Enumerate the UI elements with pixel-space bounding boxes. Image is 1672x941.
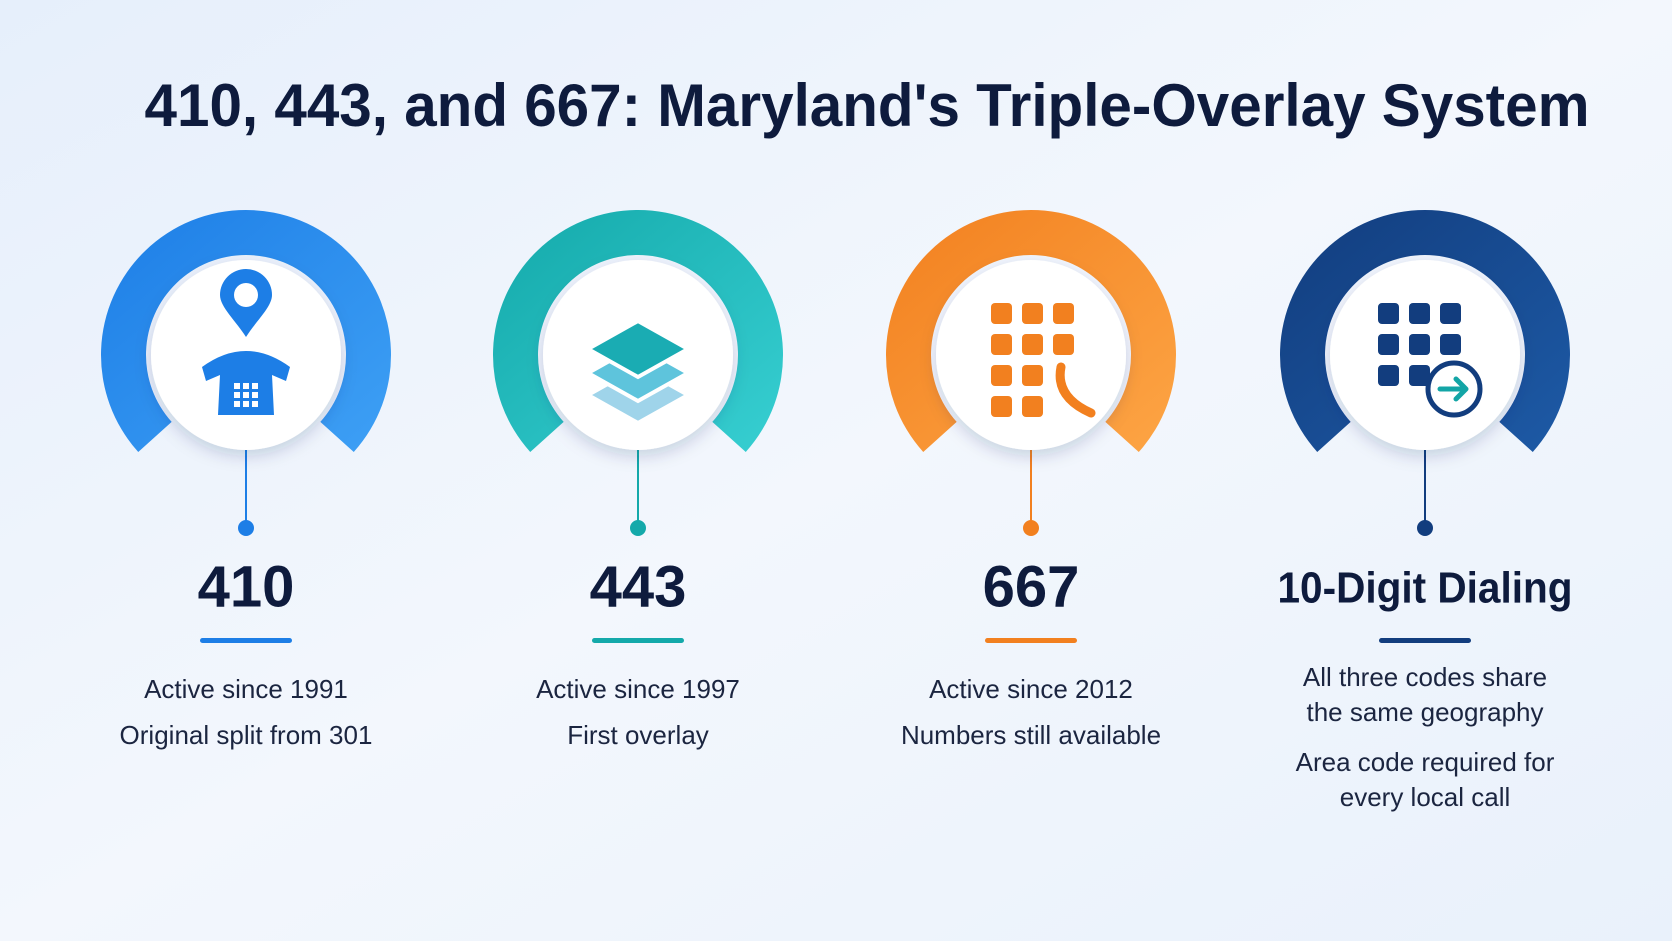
code-heading: 10-Digit Dialing <box>1278 564 1573 613</box>
keypad-key <box>991 365 1012 386</box>
phone-key <box>243 383 249 389</box>
keypad-key <box>991 396 1012 417</box>
code-heading: 667 <box>983 554 1080 619</box>
columns: 410 Active since 1991 Original split from … <box>101 209 1573 812</box>
code-heading: 443 <box>590 554 687 619</box>
phone-key <box>234 401 240 407</box>
underline <box>592 638 684 643</box>
keypad-key <box>1440 303 1461 324</box>
arrow-icon <box>1437 376 1469 402</box>
description: All three codes share <box>1303 662 1547 692</box>
column: 443 Active since 1997 First overlay <box>493 209 783 750</box>
description: every local call <box>1340 782 1511 812</box>
keypad-key <box>1053 334 1074 355</box>
keypad-key <box>1409 365 1430 386</box>
pin-hole <box>234 283 258 307</box>
ring-arc <box>493 209 783 453</box>
ring-arc <box>885 209 1176 453</box>
phone-key <box>252 383 258 389</box>
description: Active since 1991 <box>144 674 348 704</box>
underline <box>1379 638 1471 643</box>
stem-dot <box>238 520 254 536</box>
column: 667 Active since 2012 Numbers still availa… <box>885 209 1176 750</box>
phone-key <box>234 392 240 398</box>
description: the same geography <box>1306 697 1543 727</box>
keypad-key <box>1022 303 1043 324</box>
keypad-key <box>991 303 1012 324</box>
description: Numbers still available <box>901 720 1161 750</box>
stem-dot <box>1417 520 1433 536</box>
underline <box>985 638 1077 643</box>
layer-icon <box>583 318 693 380</box>
stem-dot <box>630 520 646 536</box>
keypad-key <box>1022 334 1043 355</box>
underline <box>200 638 292 643</box>
description: Active since 1997 <box>536 674 740 704</box>
keypad-key <box>1440 334 1461 355</box>
description: Active since 2012 <box>929 674 1133 704</box>
phone-key <box>252 392 258 398</box>
keypad-key <box>1053 303 1074 324</box>
ring-arc <box>101 209 392 453</box>
description: First overlay <box>567 720 709 750</box>
keypad-key <box>1378 365 1399 386</box>
phone-key <box>243 392 249 398</box>
column: 10-Digit Dialing All three codes share the… <box>1278 209 1573 812</box>
keypad-key <box>1378 334 1399 355</box>
keypad-key <box>1378 303 1399 324</box>
keypad-key <box>1022 396 1043 417</box>
description: Original split from 301 <box>120 720 373 750</box>
keypad-key <box>1409 334 1430 355</box>
keypad-key <box>1409 303 1430 324</box>
keypad-key <box>991 334 1012 355</box>
ring-arc <box>1280 209 1570 453</box>
stem-dot <box>1023 520 1039 536</box>
phone-key <box>252 401 258 407</box>
title: 410, 443, and 667: Maryland's Triple-Ove… <box>145 72 1590 139</box>
phone-key <box>234 383 240 389</box>
code-heading: 410 <box>198 554 295 619</box>
column: 410 Active since 1991 Original split from … <box>101 209 392 750</box>
keypad-key <box>1022 365 1043 386</box>
handset-icon <box>1055 362 1096 418</box>
description: Area code required for <box>1296 747 1555 777</box>
phone-key <box>243 401 249 407</box>
